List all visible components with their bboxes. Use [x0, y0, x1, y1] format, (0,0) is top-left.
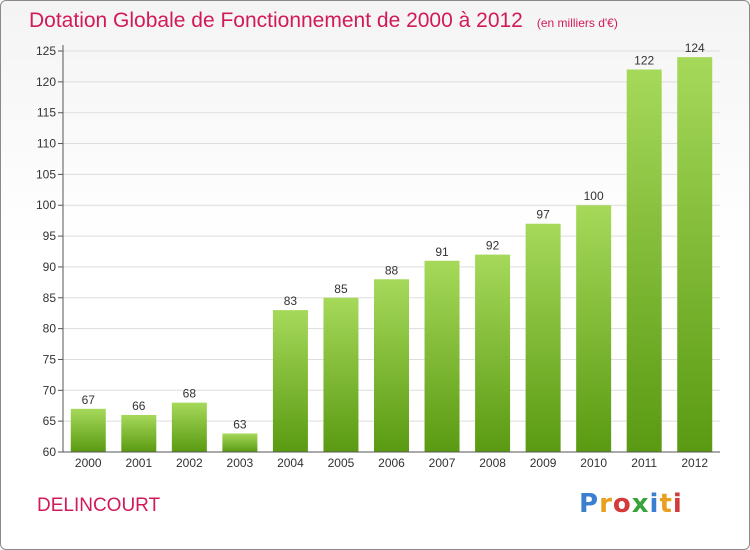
bar — [475, 254, 511, 452]
bar — [70, 408, 106, 452]
y-tick-label: 85 — [43, 291, 57, 305]
brand-logo: Proxiti — [579, 489, 683, 519]
bar — [576, 205, 612, 452]
bar-value-labels: 67 66 68 63 83 85 88 91 92 97 100 122 124 — [82, 41, 705, 431]
x-tick-label: 2011 — [631, 456, 657, 470]
brand-letter: i — [649, 489, 660, 519]
bar-value-label: 92 — [486, 239, 500, 253]
x-tick-label: 2001 — [125, 456, 152, 470]
y-tick-label: 65 — [43, 414, 57, 428]
y-tick-label: 120 — [36, 75, 56, 89]
y-tick-label: 80 — [43, 322, 57, 336]
bar — [272, 310, 308, 452]
y-tick-label: 60 — [43, 445, 57, 459]
bar — [171, 402, 207, 452]
x-tick-label: 2007 — [429, 456, 456, 470]
bar — [374, 279, 409, 452]
bar-value-label: 63 — [233, 417, 247, 431]
brand-letter: r — [599, 489, 613, 519]
x-tick-label: 2009 — [530, 456, 557, 470]
bar — [222, 433, 258, 452]
y-tick-label: 95 — [43, 229, 57, 243]
x-tick-label: 2010 — [580, 456, 607, 470]
x-tick-label: 2003 — [227, 456, 254, 470]
chart-title: Dotation Globale de Fonctionnement de 20… — [29, 9, 618, 33]
x-tick-label: 2008 — [479, 456, 506, 470]
bar-value-label: 83 — [284, 294, 298, 308]
y-tick-label: 125 — [36, 44, 56, 58]
bar-value-label: 88 — [385, 263, 399, 277]
bar — [525, 223, 561, 452]
bar-value-label: 100 — [584, 189, 604, 203]
brand-letter: x — [631, 489, 650, 519]
brand-letter: t — [659, 489, 673, 519]
y-tick-labels: 60 65 70 75 80 85 90 95 100 105 110 115 120 125 — [36, 44, 56, 459]
title-unit: (en milliers d'€) — [536, 16, 618, 30]
axes — [62, 45, 720, 453]
x-tick-label: 2000 — [75, 456, 102, 470]
bar — [424, 260, 460, 452]
y-tick-label: 105 — [36, 167, 56, 181]
y-tick-label: 75 — [43, 352, 57, 366]
bar-value-label: 66 — [132, 399, 146, 413]
bar-value-label: 122 — [634, 54, 654, 68]
bar — [323, 297, 359, 452]
y-tick-label: 90 — [43, 260, 57, 274]
y-tick-label: 110 — [37, 137, 56, 151]
x-tick-label: 2005 — [328, 456, 355, 470]
title-text: Dotation Globale de Fonctionnement de 20… — [29, 9, 523, 32]
bar — [121, 414, 157, 452]
bar-value-label: 91 — [435, 245, 449, 259]
bar-value-label: 124 — [685, 41, 705, 55]
bar-value-label: 97 — [536, 208, 550, 222]
brand-letter: o — [612, 489, 632, 519]
brand-letter: i — [672, 489, 683, 519]
y-tick-label: 100 — [36, 198, 56, 212]
commune-name: DELINCOURT — [37, 495, 161, 516]
x-tick-label: 2004 — [277, 456, 304, 470]
bars — [70, 57, 713, 453]
x-tick-label: 2002 — [176, 456, 203, 470]
x-tick-labels: 2000 2001 2002 2003 2004 2005 2006 2007 2008 2009… — [75, 456, 708, 470]
brand-letter: P — [579, 489, 600, 519]
bar-value-label: 68 — [183, 387, 197, 401]
bar-value-label: 85 — [334, 282, 348, 296]
bar — [626, 69, 662, 452]
bar-value-label: 67 — [82, 393, 96, 407]
y-tick-label: 70 — [43, 383, 57, 397]
x-tick-label: 2012 — [681, 456, 708, 470]
bar — [677, 57, 713, 453]
x-tick-label: 2006 — [378, 456, 405, 470]
y-tick-label: 115 — [37, 106, 56, 120]
